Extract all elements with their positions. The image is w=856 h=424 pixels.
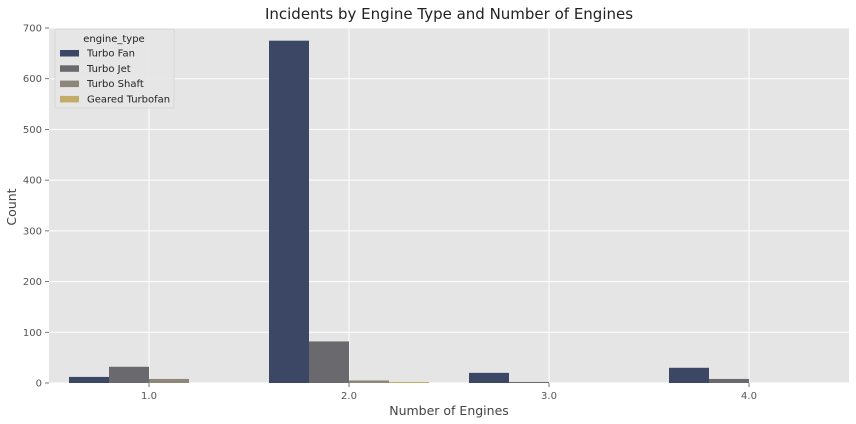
x-tick-label: 3.0 bbox=[541, 391, 557, 402]
x-tick-label: 2.0 bbox=[341, 391, 357, 402]
y-tick-label: 300 bbox=[23, 226, 42, 237]
x-tick-label: 1.0 bbox=[141, 391, 157, 402]
legend-swatch bbox=[60, 80, 79, 88]
y-tick-label: 100 bbox=[23, 328, 42, 339]
bar-turbo-shaft bbox=[149, 378, 189, 383]
y-tick-label: 500 bbox=[23, 125, 42, 136]
y-tick-label: 600 bbox=[23, 74, 42, 85]
legend: engine_type Turbo Fan Turbo Jet Turbo Shaf… bbox=[54, 28, 175, 109]
bar-turbo-jet bbox=[309, 341, 349, 383]
plot-area bbox=[49, 28, 849, 383]
legend-label: Turbo Jet bbox=[86, 64, 131, 75]
legend-swatch bbox=[60, 95, 79, 103]
legend-label: Geared Turbofan bbox=[87, 94, 170, 105]
chart-title: Incidents by Engine Type and Number of E… bbox=[265, 5, 633, 23]
bar-turbo-fan bbox=[469, 372, 509, 383]
legend-title: engine_type bbox=[83, 34, 144, 45]
x-tick-label: 4.0 bbox=[741, 391, 757, 402]
legend-label: Turbo Shaft bbox=[86, 79, 144, 90]
x-axis: 1.0 2.0 3.0 4.0 bbox=[141, 383, 757, 402]
x-axis-label: Number of Engines bbox=[389, 403, 509, 418]
y-tick-label: 400 bbox=[23, 176, 42, 187]
legend-swatch bbox=[60, 65, 79, 72]
y-axis-label: Count bbox=[4, 188, 19, 225]
y-tick-label: 700 bbox=[23, 24, 42, 35]
bar-geared-turbofan bbox=[389, 381, 429, 383]
bar-turbo-jet bbox=[509, 381, 549, 383]
bars bbox=[69, 40, 749, 384]
legend-swatch bbox=[60, 50, 79, 57]
legend-box bbox=[54, 28, 175, 109]
bar-turbo-jet bbox=[109, 366, 149, 383]
bar-turbo-fan bbox=[669, 367, 709, 383]
bar-turbo-jet bbox=[709, 378, 749, 383]
bar-turbo-shaft bbox=[349, 380, 389, 383]
bar-turbo-fan bbox=[269, 40, 309, 384]
y-tick-label: 0 bbox=[36, 379, 42, 390]
y-axis: 0 100 200 300 400 500 600 700 bbox=[23, 24, 49, 390]
bar-turbo-fan bbox=[69, 376, 109, 383]
y-tick-label: 200 bbox=[23, 277, 42, 288]
legend-label: Turbo Fan bbox=[86, 49, 135, 60]
